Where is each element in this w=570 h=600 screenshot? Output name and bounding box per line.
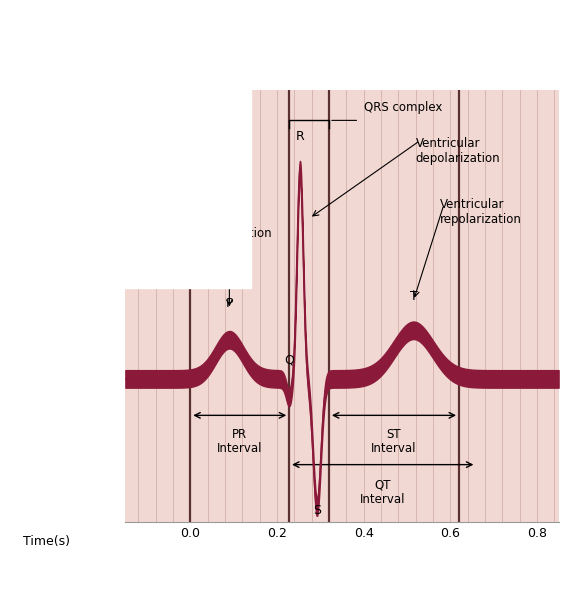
Text: Q: Q [284, 354, 294, 367]
Text: Time(s): Time(s) [23, 535, 70, 548]
Text: Ventricular
depolarization: Ventricular depolarization [416, 137, 500, 165]
Text: Sinoatrial
node: Sinoatrial node [13, 17, 63, 39]
Text: QT
Interval: QT Interval [360, 478, 405, 506]
Text: T: T [410, 290, 417, 304]
Text: S: S [313, 504, 321, 517]
Text: P: P [226, 297, 233, 310]
Text: QRS complex: QRS complex [364, 101, 442, 113]
Text: Atrial
depolarization: Atrial depolarization [187, 211, 272, 239]
Text: ST
Interval: ST Interval [371, 427, 417, 455]
Text: Atrioventricular
node: Atrioventricular node [0, 134, 82, 155]
Text: Ventricular
repolarization: Ventricular repolarization [439, 198, 522, 226]
Text: R: R [296, 130, 304, 143]
Text: PR
Interval: PR Interval [217, 427, 263, 455]
